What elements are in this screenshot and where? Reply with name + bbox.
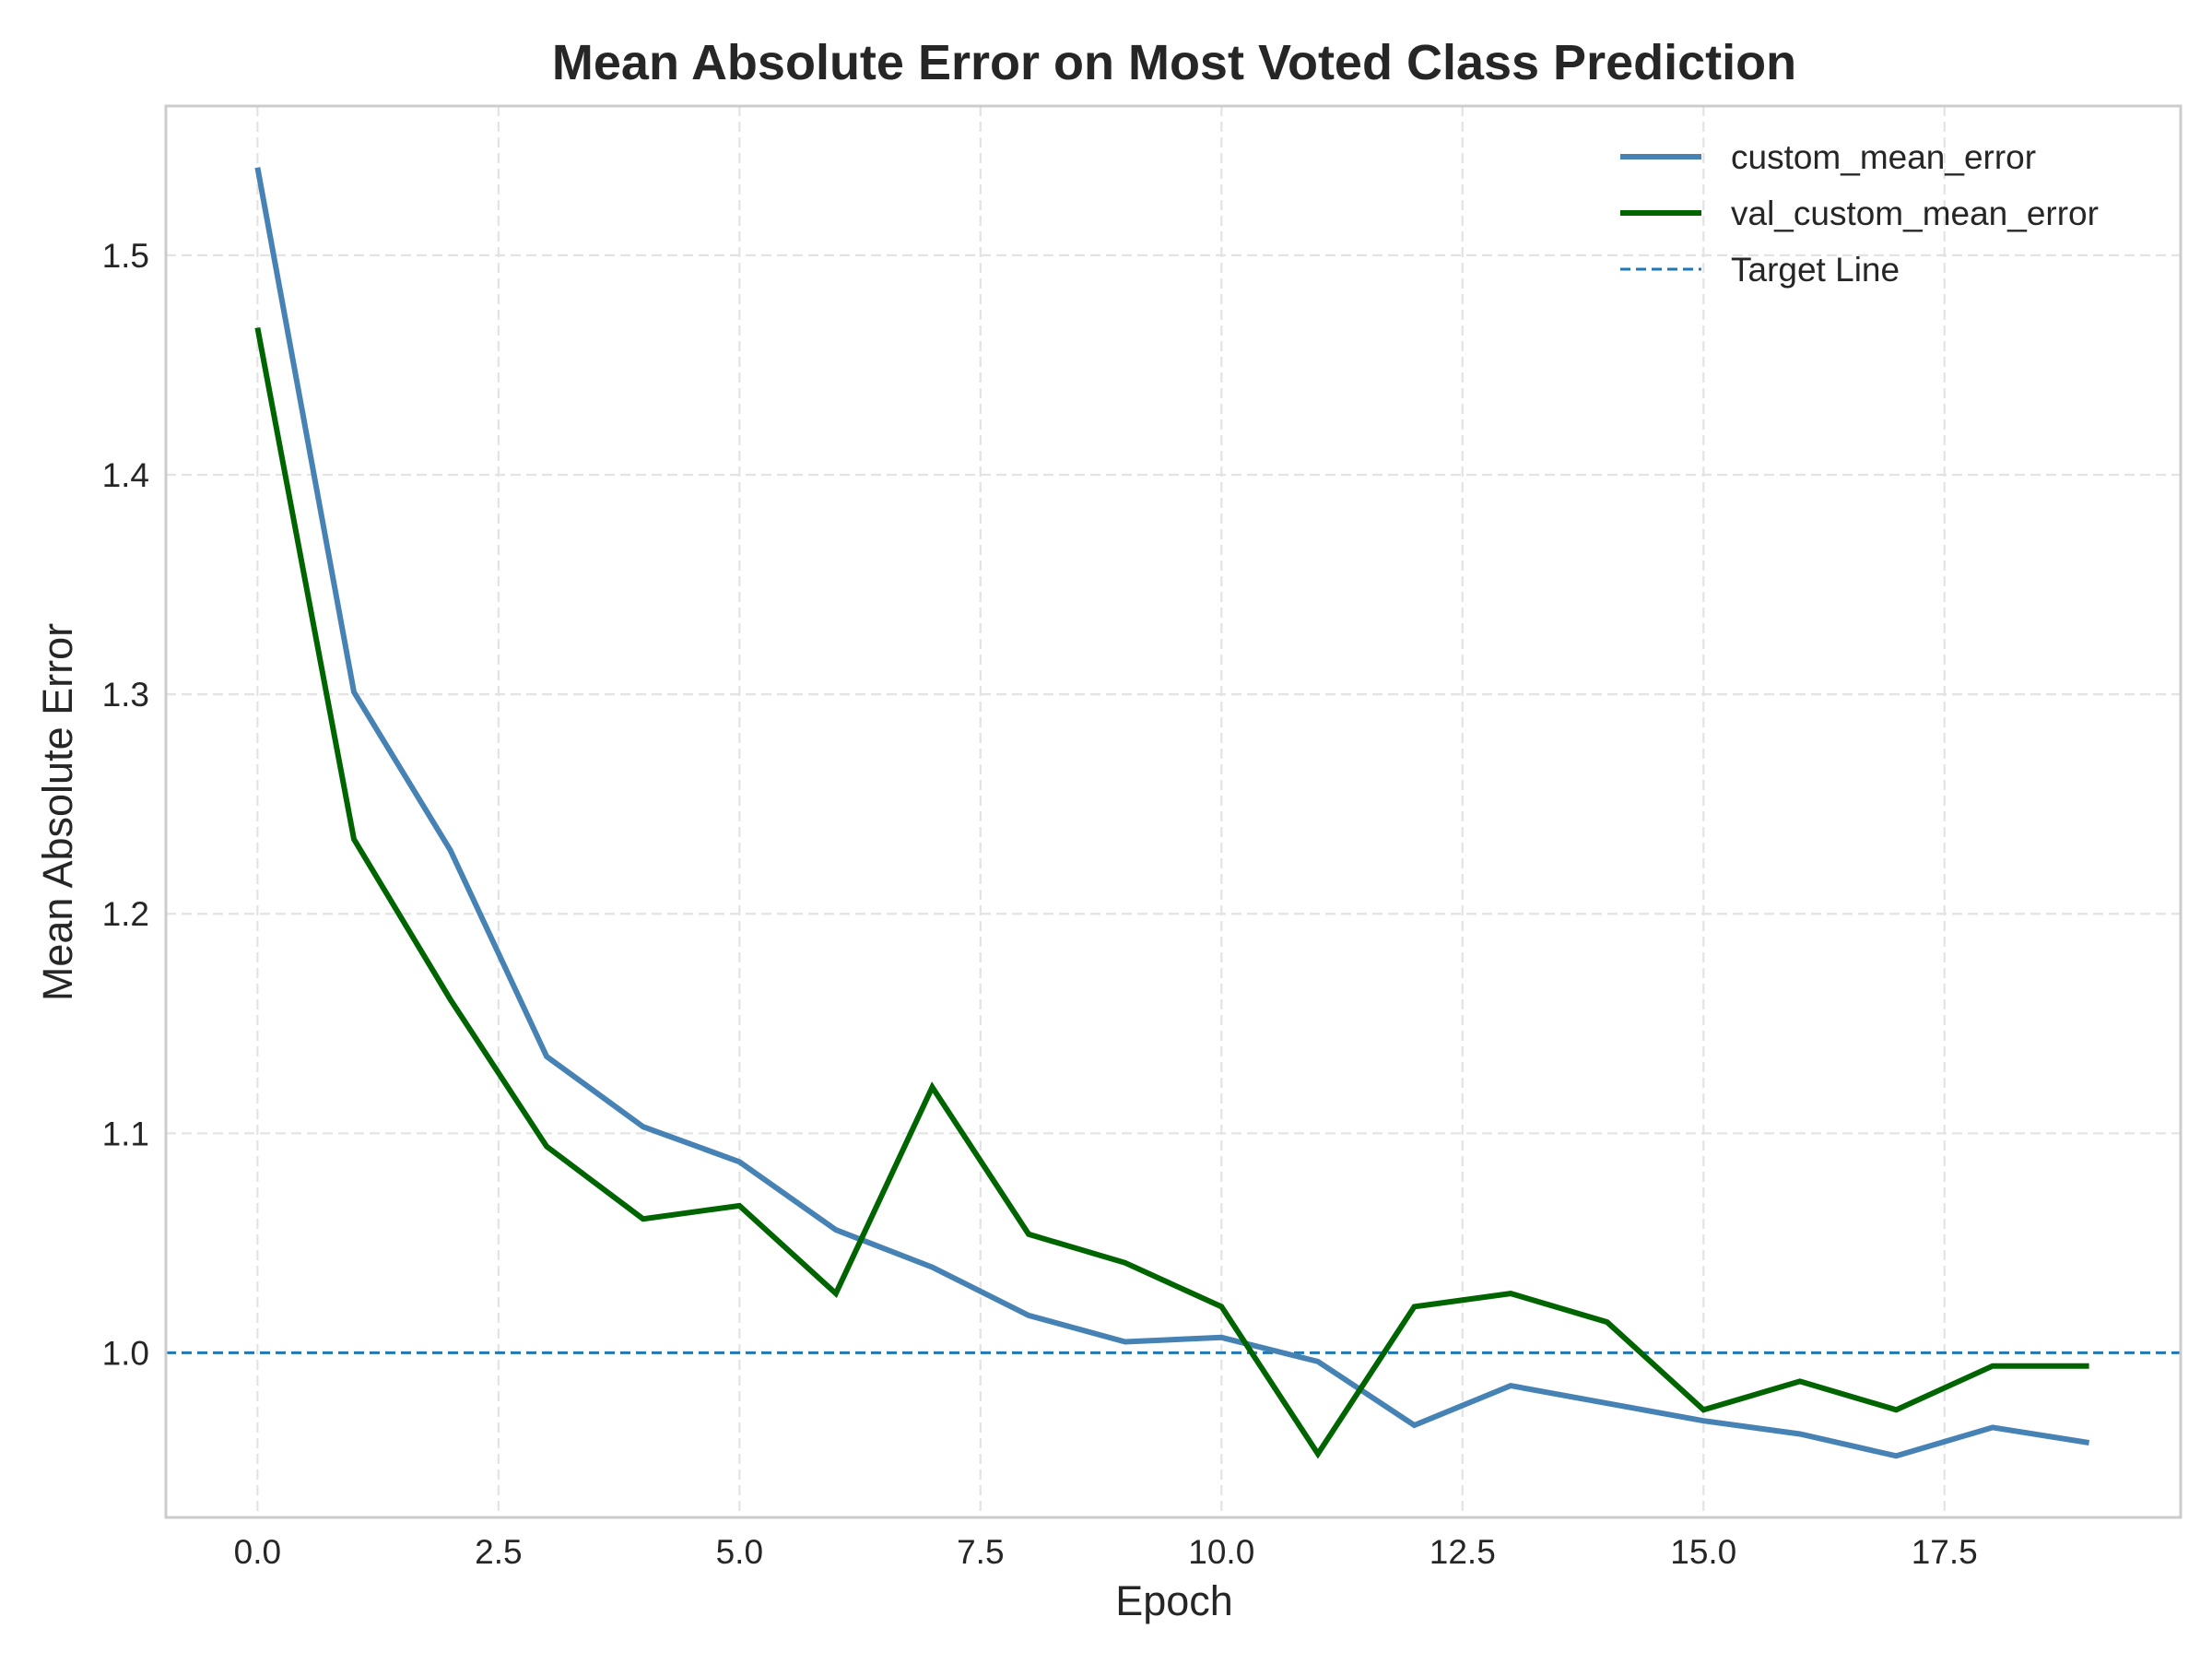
y-tick-label: 1.3	[102, 676, 149, 714]
y-axis-label: Mean Absolute Error	[34, 623, 81, 1001]
legend-label: Target Line	[1731, 251, 1900, 289]
legend-label: custom_mean_error	[1731, 138, 2036, 176]
series-line-custom-mean-error	[254, 167, 2090, 1459]
x-tick-label: 0.0	[234, 1533, 281, 1571]
x-tick-label: 7.5	[957, 1533, 1004, 1571]
x-tick-label: 17.5	[1912, 1533, 1978, 1571]
y-tick-label: 1.5	[102, 237, 149, 275]
axis-ticks: 0.0 2.5 5.0 7.5 10.0 12.5 15.0 17.5 1.0 1.1 1.2 1.3…	[102, 237, 1978, 1571]
x-tick-label: 12.5	[1430, 1533, 1496, 1571]
x-tick-label: 5.0	[716, 1533, 763, 1571]
x-tick-label: 2.5	[475, 1533, 522, 1571]
chart-title: Mean Absolute Error on Most Voted Class …	[552, 35, 1796, 90]
series-line-val-custom-mean-error	[254, 326, 2089, 1459]
y-tick-label: 1.1	[102, 1115, 149, 1152]
y-tick-label: 1.2	[102, 895, 149, 933]
legend-label: val_custom_mean_error	[1731, 195, 2099, 232]
y-tick-label: 1.0	[102, 1334, 149, 1372]
x-tick-label: 15.0	[1670, 1533, 1736, 1571]
x-axis-label: Epoch	[1115, 1577, 1233, 1624]
y-tick-label: 1.4	[102, 456, 149, 494]
series-lines	[254, 167, 2090, 1459]
grid	[166, 106, 2181, 1517]
plot-frame	[164, 104, 2183, 1519]
x-tick-label: 10.0	[1188, 1533, 1254, 1571]
legend: custom_mean_error val_custom_mean_error Ta…	[1620, 138, 2099, 289]
